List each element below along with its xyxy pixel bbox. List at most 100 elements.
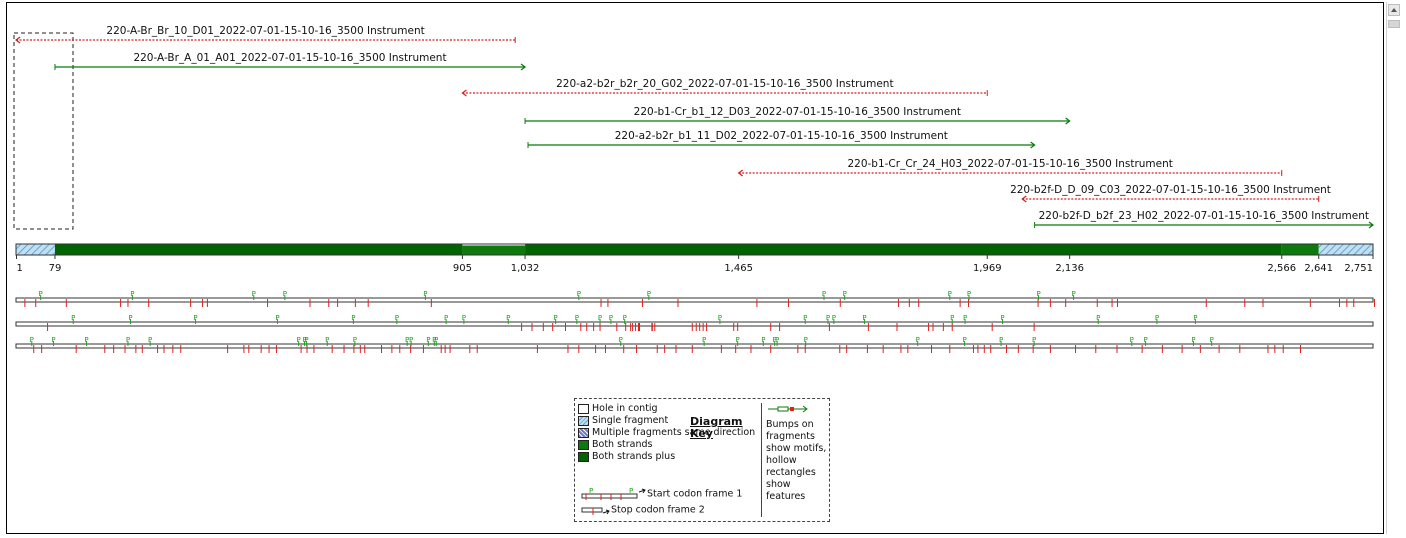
fragment-3[interactable]: 220-a2-b2r_b2r_20_G02_2022-07-01-15-10-1…	[461, 78, 988, 97]
start-codon-marker: P	[761, 336, 765, 344]
legend-note-line: show features	[766, 479, 806, 502]
start-codon-marker: P	[30, 336, 34, 344]
svg-text:P: P	[629, 487, 633, 495]
fragment-2[interactable]: 220-A-Br_A_01_A01_2022-07-01-15-10-16_35…	[54, 52, 527, 71]
fragment-arrowhead-icon	[461, 89, 467, 97]
start-codon-marker: P	[1210, 336, 1214, 344]
start-codon-marker: P	[967, 290, 971, 298]
scroll-up-arrow-icon[interactable]	[1388, 4, 1400, 16]
start-codon-marker: P	[405, 336, 409, 344]
start-codon-marker: P	[462, 314, 466, 322]
start-codon-marker: P	[773, 336, 777, 344]
tick-label: 2,136	[1055, 263, 1084, 274]
tick-label: 1	[16, 263, 22, 274]
legend-bumps-note: Bumps on fragments show motifs, hollow r…	[761, 403, 827, 517]
start-codon-marker: P	[432, 336, 436, 344]
start-codon-marker: P	[963, 314, 967, 322]
contig-viewer-window: 220-A-Br_Br_10_D01_2022-07-01-15-10-16_3…	[6, 2, 1384, 534]
fragment-arrowhead-icon	[15, 36, 21, 44]
tick-label: 2,641	[1304, 263, 1333, 274]
start-codon-marker: P	[718, 314, 722, 322]
start-codon-marker: P	[803, 314, 807, 322]
start-codon-marker: P	[434, 336, 438, 344]
start-codon-marker: P	[39, 290, 43, 298]
fragment-label: 220-A-Br_Br_10_D01_2022-07-01-15-10-16_3…	[106, 25, 424, 37]
start-codon-marker: P	[609, 314, 613, 322]
fragment-4[interactable]: 220-b1-Cr_b1_12_D03_2022-07-01-15-10-16_…	[524, 106, 1071, 125]
start-codon-marker: P	[598, 314, 602, 322]
tick-label: 1,032	[511, 263, 540, 274]
legend-item-hole: Hole in contig	[578, 403, 758, 415]
contig-segment-single[interactable]	[16, 244, 55, 255]
fragment-arrowhead-icon	[1021, 195, 1027, 203]
fragment-8[interactable]: 220-b2f-D_b2f_23_H02_2022-07-01-15-10-16…	[1034, 210, 1374, 229]
fragment-label: 220-b2f-D_b2f_23_H02_2022-07-01-15-10-16…	[1039, 210, 1369, 222]
start-codon-marker: P	[1032, 336, 1036, 344]
selection-box[interactable]	[13, 32, 74, 230]
fragment-label: 220-A-Br_A_01_A01_2022-07-01-15-10-16_35…	[133, 52, 446, 64]
fragment-label: 220-b2f-D_D_09_C03_2022-07-01-15-10-16_3…	[1010, 184, 1331, 196]
svg-text:P: P	[589, 487, 593, 495]
diagram-key: Hole in contig Single fragment Multiple …	[574, 398, 830, 522]
start-codon-marker: P	[826, 314, 830, 322]
contig-diagram: 220-A-Br_Br_10_D01_2022-07-01-15-10-16_3…	[13, 25, 1375, 353]
contig-bar[interactable]	[15, 243, 1374, 256]
start-codon-marker: P	[647, 290, 651, 298]
legend-label: Hole in contig	[592, 403, 658, 414]
start-codon-marker: P	[252, 290, 256, 298]
tick-label: 79	[49, 263, 62, 274]
start-codon-marker: P	[395, 314, 399, 322]
start-codon-marker: P	[353, 336, 357, 344]
start-codon-marker: P	[736, 336, 740, 344]
start-codon-marker: P	[426, 336, 430, 344]
legend-label: Multiple fragments same direction	[592, 427, 756, 438]
coordinate-axis: 1 79 905 1,032 1,465 1,969 2,136 2,566 2,641 2,75…	[15, 255, 1374, 274]
start-codon-marker: P	[506, 314, 510, 322]
tick-label: 1,465	[724, 263, 753, 274]
fragment-arrowhead-icon	[520, 63, 527, 71]
start-codon-marker: P	[554, 314, 558, 322]
fragment-arrowhead-icon	[1065, 117, 1071, 125]
start-codon-marker: P	[948, 290, 952, 298]
start-codon-marker: P	[1193, 314, 1197, 322]
start-codon-label: Start codon frame 1	[647, 488, 743, 500]
fragment-arrowhead-icon	[1030, 141, 1036, 149]
contig-segment-single[interactable]	[1318, 244, 1373, 255]
start-codon-marker: P	[283, 290, 287, 298]
fragment-6[interactable]: 220-b1-Cr_Cr_24_H03_2022-07-01-15-10-16_…	[737, 158, 1283, 177]
start-codon-marker: P	[1071, 290, 1075, 298]
fragment-7[interactable]: 220-b2f-D_D_09_C03_2022-07-01-15-10-16_3…	[1010, 184, 1331, 203]
start-codon-marker: P	[775, 336, 779, 344]
contig-segment-both_plus[interactable]	[54, 244, 463, 255]
start-codon-marker: P	[1036, 290, 1040, 298]
legend-swatches: Hole in contig Single fragment Multiple …	[578, 403, 758, 516]
start-codon-marker: P	[1155, 314, 1159, 322]
tick-label: 2,751	[1344, 263, 1373, 274]
legend-note-line: fragments	[766, 431, 815, 442]
start-codon-marker: P	[302, 336, 306, 344]
start-codon-marker: P	[128, 314, 132, 322]
start-codon-marker: P	[148, 336, 152, 344]
start-codon-marker: P	[950, 314, 954, 322]
legend-stop-codon: Stop codon frame 2	[581, 503, 705, 517]
start-codon-marker: P	[304, 336, 308, 344]
legend-item-both: Both strands	[578, 439, 758, 451]
fragment-label: 220-b1-Cr_b1_12_D03_2022-07-01-15-10-16_…	[634, 106, 961, 118]
start-codon-marker: P	[275, 314, 279, 322]
contig-segment-both_plus[interactable]	[525, 244, 1282, 255]
fragment-1[interactable]: 220-A-Br_Br_10_D01_2022-07-01-15-10-16_3…	[15, 25, 516, 44]
hole-swatch-icon	[578, 404, 589, 414]
start-codon-marker: P	[84, 336, 88, 344]
start-codon-marker: P	[51, 336, 55, 344]
stop-codon-icon	[581, 507, 610, 515]
vertical-scrollbar[interactable]	[1386, 2, 1401, 534]
start-codon-icon: P P	[581, 487, 646, 500]
contig-segment-both[interactable]	[1281, 244, 1319, 255]
scroll-thumb[interactable]	[1388, 20, 1400, 28]
fragment-arrowhead-icon	[737, 169, 744, 177]
fragment-label: 220-b1-Cr_Cr_24_H03_2022-07-01-15-10-16_…	[847, 158, 1172, 170]
start-codon-marker: P	[423, 290, 427, 298]
fragment-5[interactable]: 220-a2-b2r_b1_11_D02_2022-07-01-15-10-16…	[527, 130, 1036, 149]
contig-segment-both[interactable]	[462, 244, 526, 255]
